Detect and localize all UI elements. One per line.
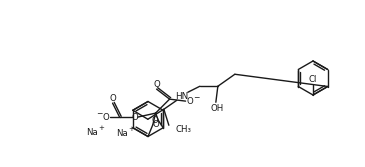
- Text: +: +: [128, 126, 135, 132]
- Text: −: −: [96, 109, 103, 118]
- Text: O: O: [152, 116, 159, 125]
- Text: −: −: [193, 93, 199, 102]
- Text: O: O: [102, 113, 109, 122]
- Text: O: O: [153, 120, 159, 129]
- Text: O: O: [131, 113, 138, 122]
- Text: OH: OH: [210, 104, 223, 113]
- Text: Na: Na: [116, 129, 127, 138]
- Text: O: O: [186, 97, 193, 106]
- Text: O: O: [153, 80, 160, 89]
- Text: Na: Na: [86, 128, 97, 137]
- Text: HN: HN: [175, 92, 188, 101]
- Text: +: +: [99, 125, 104, 131]
- Text: O: O: [109, 94, 116, 103]
- Text: CH₃: CH₃: [176, 125, 192, 134]
- Text: Cl: Cl: [309, 74, 317, 84]
